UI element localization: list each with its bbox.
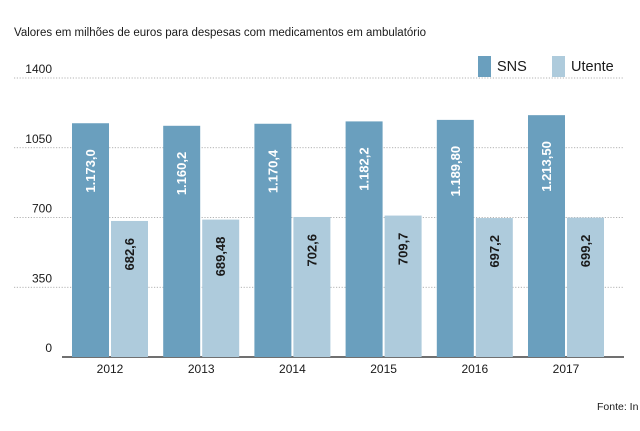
data-label-utente-2017: 699,2 <box>578 235 593 268</box>
data-label-utente-2015: 709,7 <box>396 233 411 266</box>
bar-sns-2016 <box>436 119 474 357</box>
legend-swatch-sns <box>478 56 491 77</box>
data-label-sns-2015: 1.182,2 <box>357 147 372 190</box>
y-tick-label: 350 <box>32 271 52 285</box>
bar-utente-2014 <box>293 216 331 357</box>
legend-label-sns: SNS <box>497 59 527 75</box>
bar-utente-2013 <box>202 219 240 357</box>
data-label-sns-2014: 1.170,4 <box>265 149 280 193</box>
x-tick-label-2013: 2013 <box>188 362 215 376</box>
bar-sns-2012 <box>72 123 109 357</box>
bar-sns-2015 <box>345 121 383 358</box>
data-label-sns-2016: 1.189,80 <box>448 146 463 197</box>
bar-sns-2013 <box>163 125 201 357</box>
y-axis-ticks: 0 350 700 1050 1400 <box>25 62 52 355</box>
x-tick-label-2012: 2012 <box>97 362 124 376</box>
y-tick-label: 1050 <box>25 132 52 146</box>
data-label-utente-2012: 682,6 <box>122 238 137 271</box>
x-axis-ticks: 2012 2013 2014 2015 2016 2017 <box>97 362 580 376</box>
bars: 1.173,0 682,6 1.160,2 689,48 1.170,4 702,6 1.1… <box>72 115 604 358</box>
x-tick-label-2015: 2015 <box>370 362 397 376</box>
bar-utente-2012 <box>111 220 148 357</box>
data-label-utente-2013: 689,48 <box>213 237 228 277</box>
legend: SNS Utente <box>478 56 614 77</box>
legend-swatch-utente <box>552 56 565 77</box>
y-tick-label: 1400 <box>25 62 52 76</box>
bar-utente-2017 <box>567 217 604 357</box>
bar-utente-2015 <box>384 215 422 357</box>
bar-sns-2014 <box>254 123 292 357</box>
x-tick-label-2014: 2014 <box>279 362 306 376</box>
legend-label-utente: Utente <box>571 59 614 75</box>
bar-utente-2016 <box>475 218 513 357</box>
data-label-sns-2017: 1.213,50 <box>539 141 554 192</box>
y-tick-label: 0 <box>45 341 52 355</box>
y-tick-label: 700 <box>32 202 52 216</box>
x-tick-label-2017: 2017 <box>553 362 580 376</box>
data-label-sns-2012: 1.173,0 <box>83 149 98 192</box>
chart-source: Fonte: In <box>597 401 639 413</box>
data-label-utente-2016: 697,2 <box>487 235 502 268</box>
data-label-sns-2013: 1.160,2 <box>174 152 189 195</box>
bar-sns-2017 <box>528 115 565 358</box>
chart-title: Valores em milhões de euros para despesa… <box>14 27 426 39</box>
data-label-utente-2014: 702,6 <box>304 234 319 267</box>
x-tick-label-2016: 2016 <box>461 362 488 376</box>
